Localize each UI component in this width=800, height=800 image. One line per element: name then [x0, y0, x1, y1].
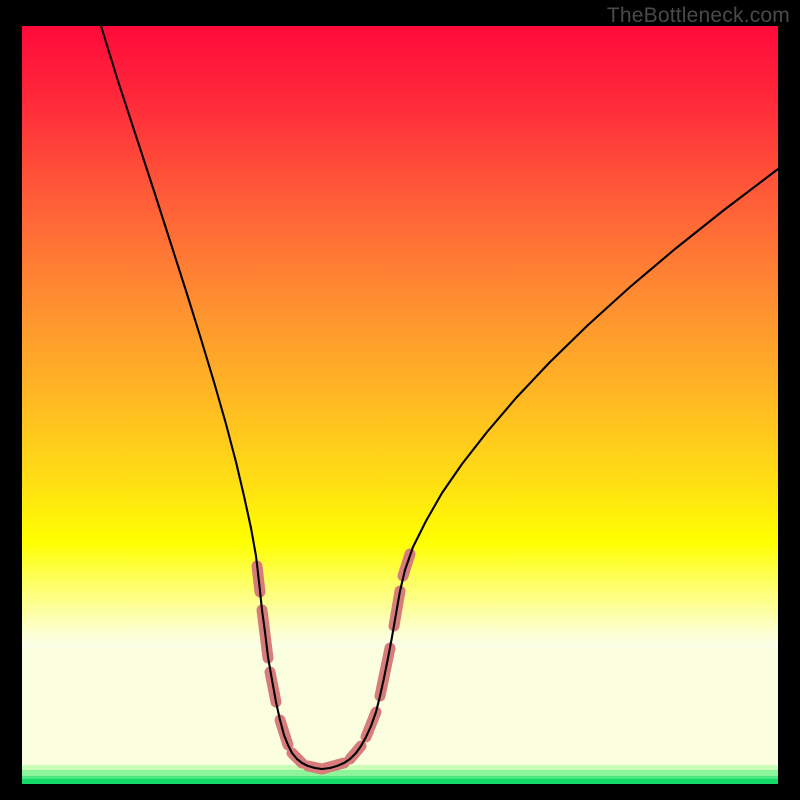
- canvas-root: TheBottleneck.com: [0, 0, 800, 800]
- watermark-text: TheBottleneck.com: [607, 4, 790, 28]
- left-curve: [101, 26, 322, 769]
- plot-area: [22, 26, 778, 784]
- right-curve: [322, 169, 778, 769]
- curve-layer: [22, 26, 778, 784]
